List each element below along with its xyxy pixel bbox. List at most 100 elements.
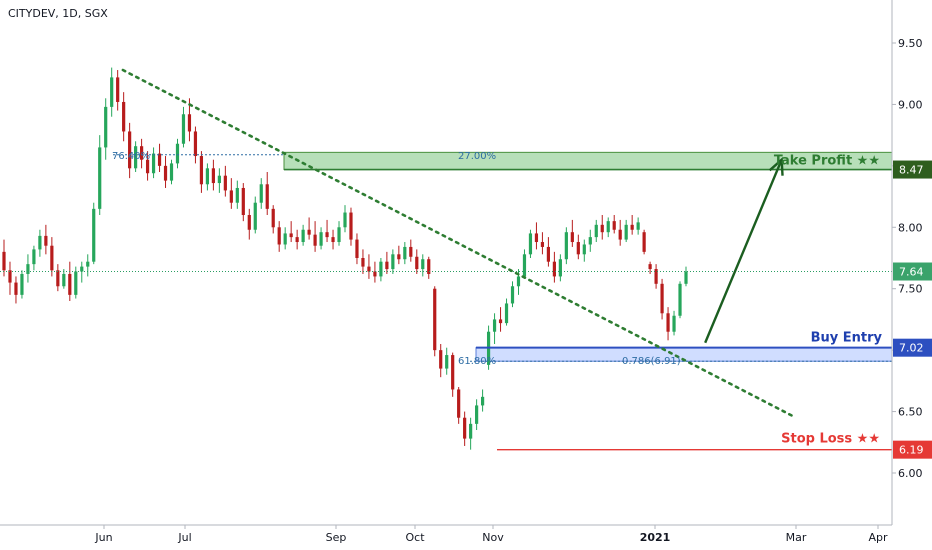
candle — [14, 276, 18, 304]
candle-body — [62, 273, 66, 287]
candle — [116, 70, 120, 111]
candle — [2, 239, 6, 277]
candle-body — [241, 187, 245, 215]
candle — [439, 344, 443, 378]
candle — [624, 219, 628, 243]
candle — [128, 122, 132, 179]
candle — [570, 219, 574, 247]
candle — [540, 232, 545, 255]
price-label-take-profit: 8.47 — [893, 160, 932, 179]
candle — [319, 227, 323, 250]
y-tick-label: 6.50 — [898, 406, 923, 419]
candle-body — [433, 288, 437, 351]
candle — [32, 245, 36, 271]
candle — [612, 215, 616, 234]
candle — [289, 221, 293, 243]
candle-body — [552, 261, 556, 277]
candle — [642, 229, 646, 255]
candle-body — [421, 259, 425, 270]
candle — [618, 219, 622, 246]
candle-body — [576, 242, 580, 255]
candle — [648, 261, 652, 274]
candle-body — [546, 246, 551, 262]
candle-body — [480, 396, 485, 406]
candle — [654, 264, 658, 289]
candle — [343, 205, 347, 233]
candle — [636, 217, 640, 235]
candle — [62, 269, 66, 289]
candle — [110, 67, 114, 117]
candle-body — [582, 244, 586, 255]
candle — [684, 266, 688, 287]
y-tick-label: 6.00 — [898, 467, 923, 480]
candle — [451, 352, 455, 397]
y-tick-label: 7.50 — [898, 283, 923, 296]
candle — [415, 249, 419, 274]
candle-body — [498, 319, 503, 324]
candle — [265, 172, 269, 215]
candle — [223, 165, 227, 197]
candle-body — [44, 235, 48, 246]
candle-body — [122, 101, 126, 132]
x-tick-label: 2021 — [640, 531, 671, 544]
candle — [349, 207, 353, 246]
candle — [504, 298, 509, 326]
target-arrow-head — [768, 157, 784, 176]
candle — [564, 227, 568, 265]
price-label-stop-loss: 6.19 — [893, 440, 932, 459]
candle-body — [409, 246, 413, 257]
candle-body — [516, 276, 521, 287]
candle — [145, 151, 150, 181]
candle-body — [343, 212, 347, 228]
candle — [259, 178, 263, 209]
candle-body — [26, 264, 30, 274]
candle — [313, 221, 317, 252]
candle-body — [319, 232, 323, 246]
candle — [205, 163, 210, 191]
candle-body — [415, 256, 419, 270]
candle-body — [265, 184, 269, 209]
buy-entry-label: Buy Entry — [811, 331, 883, 346]
candle — [169, 159, 174, 185]
candle — [630, 215, 634, 235]
candle-body — [325, 232, 329, 238]
candle — [163, 156, 168, 188]
stop-loss-label: Stop Loss ★★ — [781, 432, 880, 447]
candle — [241, 183, 245, 222]
candle-body — [38, 235, 42, 250]
candle-body — [139, 146, 144, 160]
candle — [546, 237, 551, 267]
price-label-buy-entry-text: 7.02 — [899, 342, 924, 355]
candle — [337, 221, 341, 246]
candle — [355, 233, 359, 265]
candle-body — [648, 264, 652, 270]
candle-body — [50, 245, 54, 271]
candle-body — [313, 234, 317, 246]
candle — [20, 270, 24, 299]
candle — [480, 389, 485, 412]
candle-body — [128, 131, 132, 169]
candle-body — [98, 147, 102, 209]
x-tick-label: Apr — [868, 531, 888, 544]
candle — [492, 313, 497, 344]
candle-body — [151, 153, 156, 174]
candle — [247, 208, 251, 240]
candle-body — [295, 237, 299, 243]
candle-body — [385, 261, 389, 270]
candle — [325, 219, 329, 243]
target-arrow-line — [704, 159, 783, 344]
candle-body — [86, 261, 90, 267]
candle-body — [175, 143, 180, 164]
candle — [38, 229, 42, 257]
candle-body — [642, 232, 646, 252]
price-label-buy-entry: 7.02 — [893, 338, 932, 357]
candle — [283, 227, 287, 250]
fib-61-label: 61.80% — [458, 356, 496, 367]
candle-body — [134, 146, 138, 169]
candle-body — [463, 417, 467, 439]
candle-body — [367, 266, 371, 272]
candle-body — [678, 283, 682, 316]
candle-body — [510, 286, 515, 304]
candle — [151, 147, 156, 179]
